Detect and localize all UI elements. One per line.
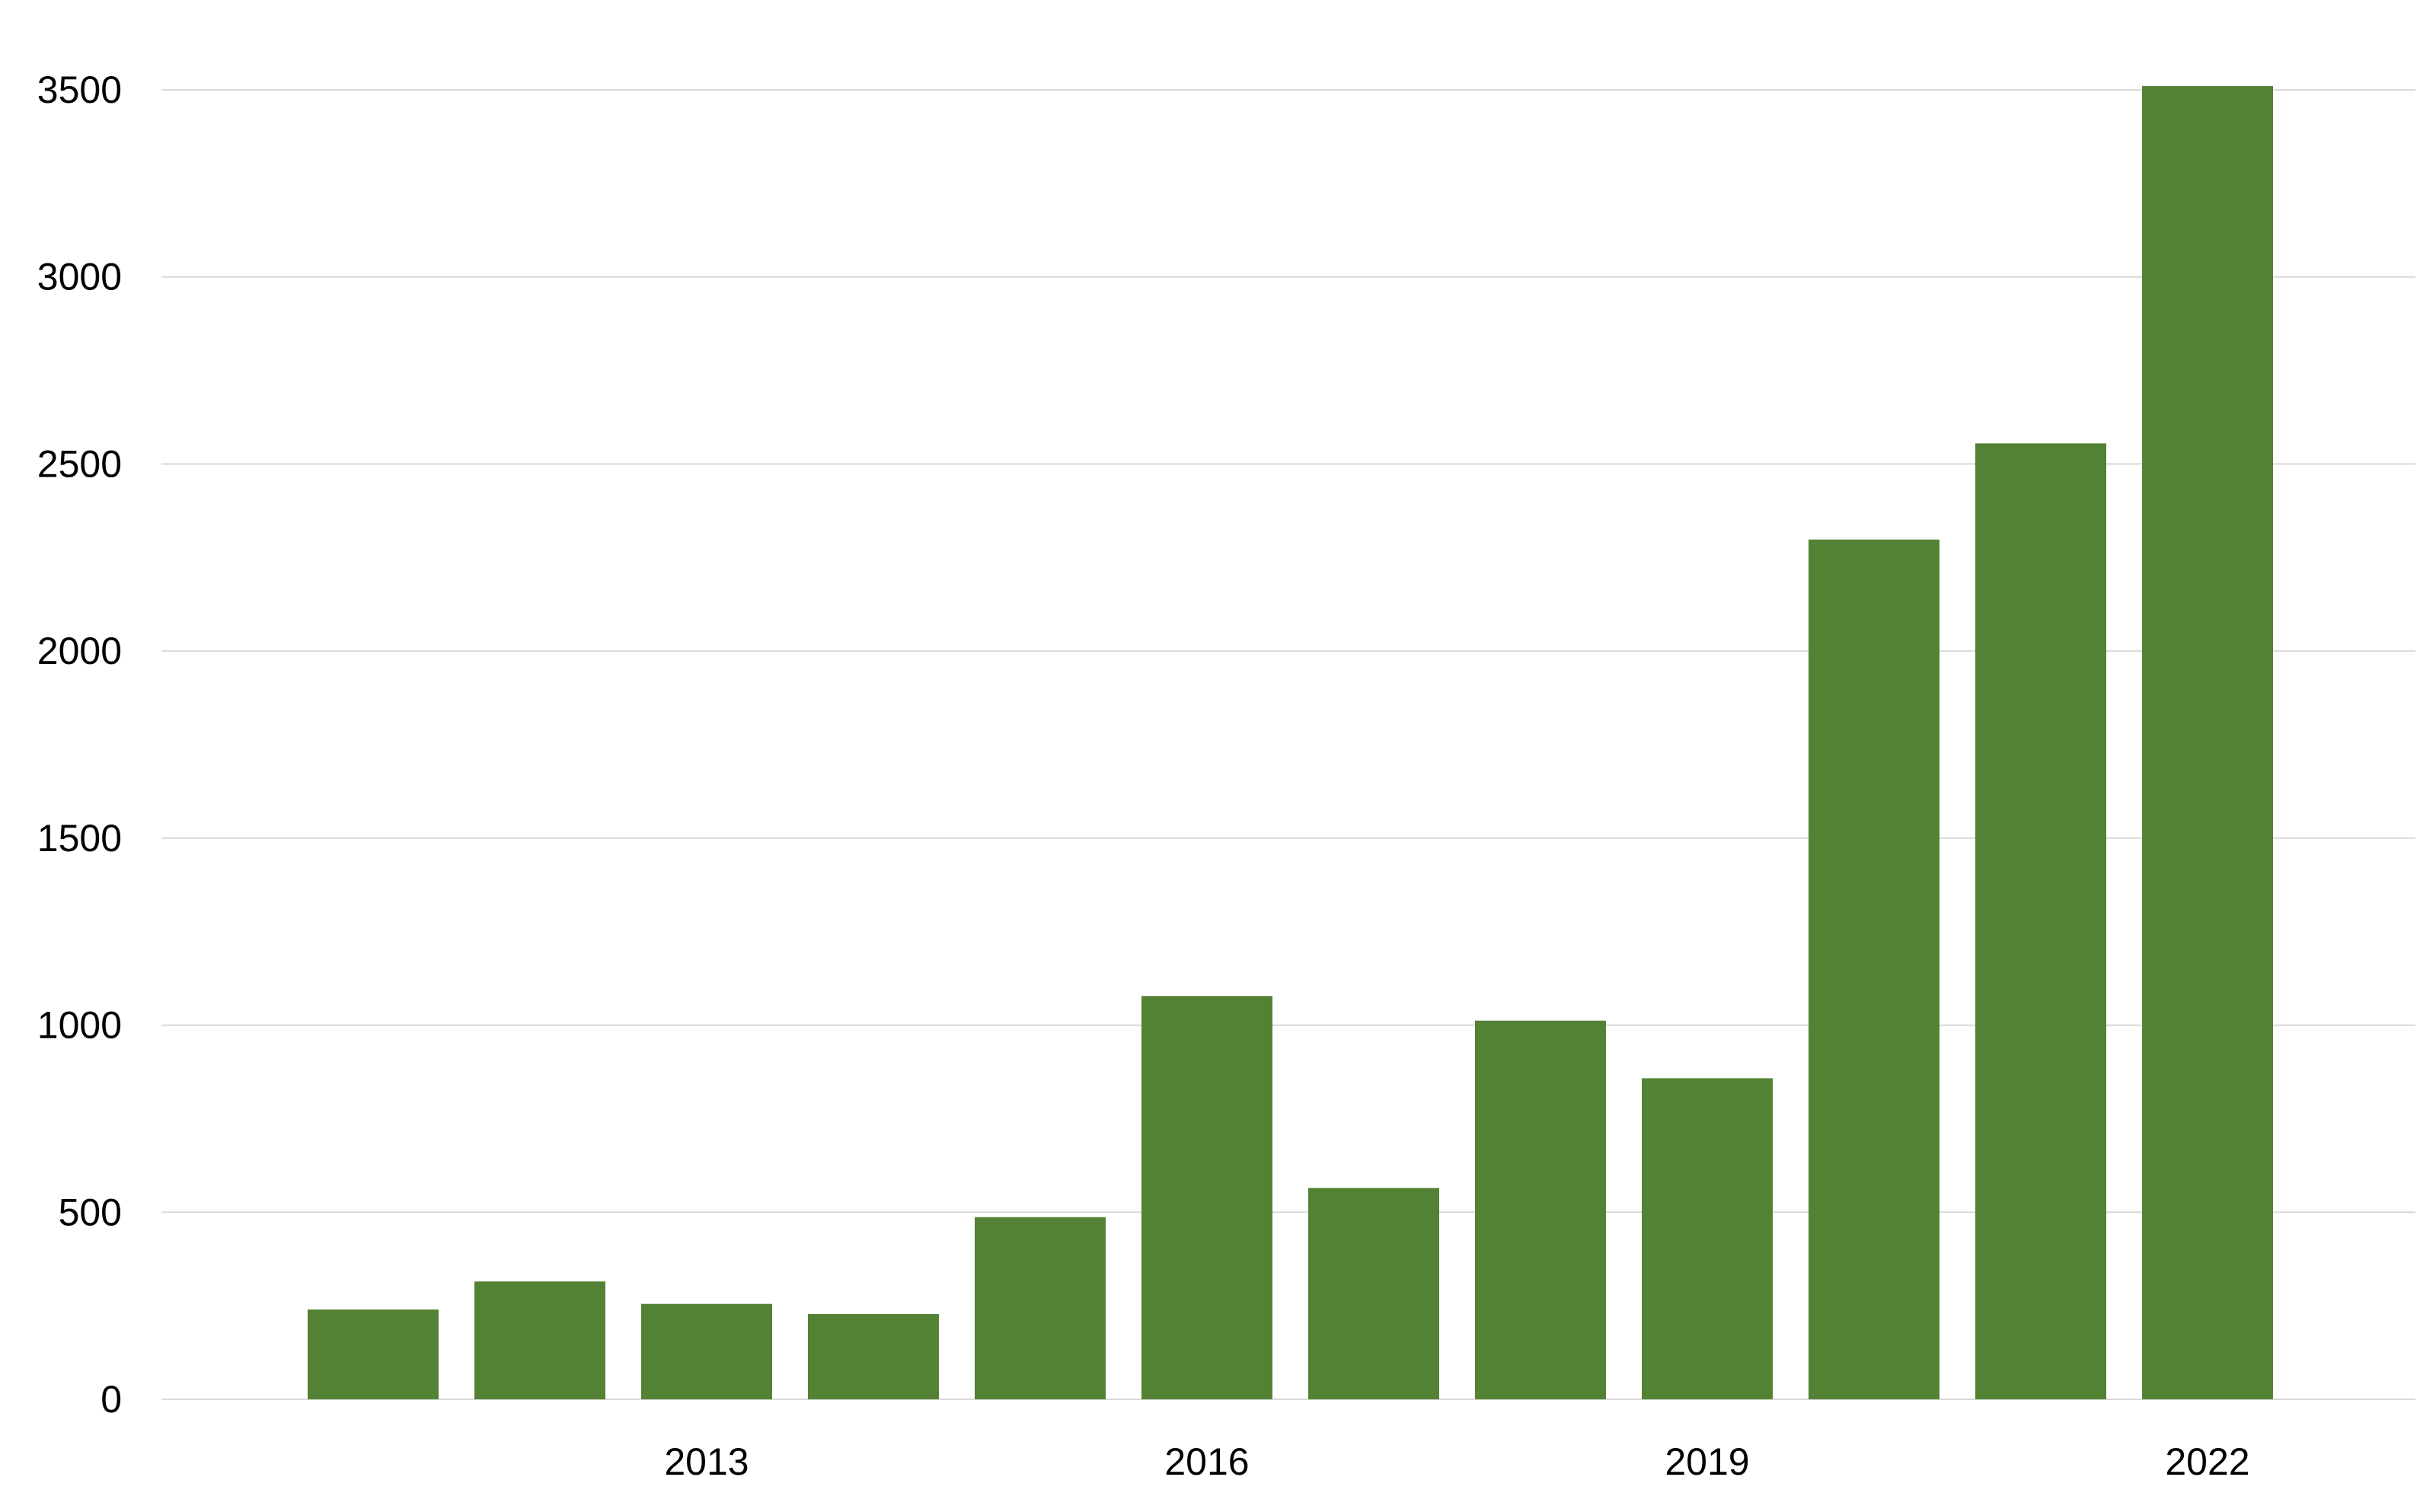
y-tick-label: 1000 (37, 1004, 122, 1047)
x-tick-label: 2013 (664, 1440, 749, 1483)
y-tick-label: 3000 (37, 256, 122, 298)
bar-2021 (1975, 443, 2106, 1399)
bar-2017 (1308, 1188, 1439, 1399)
bar-2013 (641, 1303, 772, 1399)
y-tick-label: 2000 (37, 630, 122, 672)
x-tick-label: 2016 (1164, 1440, 1249, 1483)
y-tick-label: 500 (59, 1191, 122, 1233)
y-axis-tick-labels: 0 500 1000 1500 2000 2500 3000 3500 (37, 69, 122, 1421)
y-tick-label: 2500 (37, 442, 122, 485)
bar-2022 (2142, 86, 2273, 1400)
y-tick-label: 1500 (37, 817, 122, 860)
bar-2016 (1141, 996, 1272, 1399)
bar-2011 (308, 1309, 439, 1399)
gridlines (161, 89, 2415, 1400)
y-tick-label: 0 (101, 1378, 122, 1421)
x-axis-tick-labels: 2013 2016 2019 2022 (664, 1440, 2249, 1483)
y-tick-label: 3500 (37, 69, 122, 111)
bar-2019 (1642, 1078, 1773, 1399)
bar-2020 (1809, 539, 1940, 1399)
bars (308, 86, 2273, 1400)
bar-2018 (1475, 1020, 1606, 1399)
x-tick-label: 2022 (2165, 1440, 2249, 1483)
bar-2012 (474, 1281, 605, 1399)
bar-2015 (975, 1217, 1106, 1399)
x-tick-label: 2019 (1665, 1440, 1749, 1483)
bar-2014 (808, 1313, 939, 1399)
